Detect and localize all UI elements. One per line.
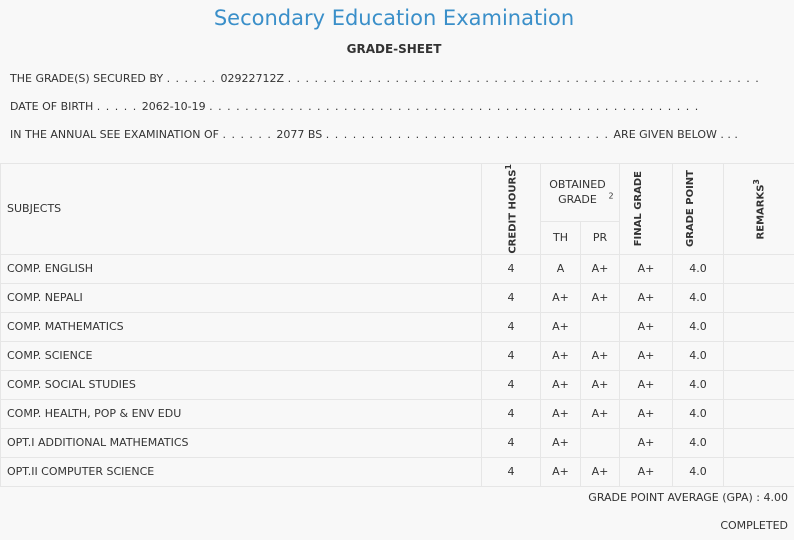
pr-grade-cell: [580, 427, 620, 458]
dob-label: DATE OF BIRTH: [10, 100, 94, 113]
header-subjects-label: SUBJECTS: [7, 202, 62, 216]
obtained-grade-label: OBTAINED GRADE: [549, 178, 606, 207]
final-grade-cell: A+: [619, 282, 673, 313]
grades-secured-label: THE GRADE(S) SECURED BY: [10, 72, 164, 85]
pr-grade-cell: A+: [580, 340, 620, 371]
header-subjects: SUBJECTS: [0, 163, 482, 255]
grade-point-cell: 4.0: [672, 369, 724, 400]
th-grade-cell: A+: [540, 282, 581, 313]
subject-cell: COMP. NEPALI: [0, 282, 482, 313]
remarks-cell: [723, 369, 794, 400]
remarks-cell: [723, 253, 794, 284]
remarks-cell: [723, 282, 794, 313]
final-grade-cell: A+: [619, 369, 673, 400]
table-row: OPT.I ADDITIONAL MATHEMATICS 4 A+ A+ 4.0: [0, 427, 794, 458]
credit-hours-sup: 1: [503, 164, 513, 170]
gpa-value: 4.00: [763, 491, 789, 504]
gpa-line: GRADE POINT AVERAGE (GPA) : 4.00: [588, 491, 788, 504]
grade-point-cell: 4.0: [672, 456, 724, 487]
given-below-text: ARE GIVEN BELOW . . .: [613, 128, 738, 141]
credit-hours-label: CREDIT HOURS: [507, 169, 519, 254]
header-th: TH: [540, 220, 581, 255]
pr-grade-cell: A+: [580, 253, 620, 284]
pr-grade-cell: A+: [580, 282, 620, 313]
th-grade-cell: A+: [540, 311, 581, 342]
pr-grade-cell: A+: [580, 369, 620, 400]
final-grade-cell: A+: [619, 456, 673, 487]
header-credit-hours: CREDIT HOURS1: [481, 163, 541, 255]
credit-cell: 4: [481, 456, 541, 487]
header-remarks: REMARKS3: [723, 163, 794, 255]
header-obtained-grade: OBTAINED GRADE 2: [540, 163, 620, 222]
remarks-cell: [723, 340, 794, 371]
header-pr: PR: [580, 220, 620, 255]
obtained-grade-sup: 2: [608, 191, 614, 201]
subject-cell: OPT.I ADDITIONAL MATHEMATICS: [0, 427, 482, 458]
remarks-cell: [723, 311, 794, 342]
header-grade-point: GRADE POINT: [672, 163, 724, 255]
th-grade-cell: A+: [540, 398, 581, 429]
grade-point-cell: 4.0: [672, 340, 724, 371]
grade-point-cell: 4.0: [672, 427, 724, 458]
pr-grade-cell: [580, 311, 620, 342]
remarks-cell: [723, 427, 794, 458]
credit-cell: 4: [481, 340, 541, 371]
subject-cell: COMP. SCIENCE: [0, 340, 482, 371]
symbol-number: 02922712Z: [220, 72, 285, 85]
credit-cell: 4: [481, 282, 541, 313]
grade-point-label: GRADE POINT: [685, 170, 696, 248]
th-grade-cell: A+: [540, 456, 581, 487]
subject-cell: OPT.II COMPUTER SCIENCE: [0, 456, 482, 487]
th-grade-cell: A+: [540, 340, 581, 371]
table-row: COMP. SCIENCE 4 A+ A+ A+ 4.0: [0, 340, 794, 371]
subject-cell: COMP. HEALTH, POP & ENV EDU: [0, 398, 482, 429]
status-text: COMPLETED: [720, 519, 788, 532]
remarks-sup: 3: [751, 178, 761, 185]
dob-value: 2062-10-19: [141, 100, 206, 113]
header-final-grade: FINAL GRADE: [619, 163, 673, 255]
table-row: COMP. SOCIAL STUDIES 4 A+ A+ A+ 4.0: [0, 369, 794, 400]
info-symbol-line: THE GRADE(S) SECURED BY . . . . . . 0292…: [10, 72, 760, 85]
exam-label: IN THE ANNUAL SEE EXAMINATION OF: [10, 128, 219, 141]
grade-point-cell: 4.0: [672, 398, 724, 429]
final-grade-label: FINAL GRADE: [633, 171, 644, 247]
remarks-cell: [723, 398, 794, 429]
credit-cell: 4: [481, 253, 541, 284]
subject-cell: COMP. MATHEMATICS: [0, 311, 482, 342]
pr-grade-cell: A+: [580, 456, 620, 487]
pr-grade-cell: A+: [580, 398, 620, 429]
table-row: COMP. NEPALI 4 A+ A+ A+ 4.0: [0, 282, 794, 313]
remarks-label: REMARKS: [755, 184, 767, 240]
grade-table: SUBJECTS CREDIT HOURS1 OBTAINED GRADE 2 F…: [0, 163, 794, 487]
final-grade-cell: A+: [619, 340, 673, 371]
table-row: COMP. ENGLISH 4 A A+ A+ 4.0: [0, 253, 794, 284]
remarks-cell: [723, 456, 794, 487]
info-exam-line: IN THE ANNUAL SEE EXAMINATION OF . . . .…: [10, 128, 738, 141]
table-row: OPT.II COMPUTER SCIENCE 4 A+ A+ A+ 4.0: [0, 456, 794, 487]
grade-sheet-subtitle: GRADE-SHEET: [346, 42, 442, 56]
final-grade-cell: A+: [619, 427, 673, 458]
th-grade-cell: A: [540, 253, 581, 284]
info-dob-line: DATE OF BIRTH . . . . . 2062-10-19 . . .…: [10, 100, 700, 113]
final-grade-cell: A+: [619, 311, 673, 342]
th-grade-cell: A+: [540, 427, 581, 458]
credit-cell: 4: [481, 427, 541, 458]
th-grade-cell: A+: [540, 369, 581, 400]
final-grade-cell: A+: [619, 253, 673, 284]
grade-point-cell: 4.0: [672, 282, 724, 313]
table-row: COMP. MATHEMATICS 4 A+ A+ 4.0: [0, 311, 794, 342]
subject-cell: COMP. SOCIAL STUDIES: [0, 369, 482, 400]
credit-cell: 4: [481, 311, 541, 342]
grade-point-cell: 4.0: [672, 253, 724, 284]
subject-cell: COMP. ENGLISH: [0, 253, 482, 284]
credit-cell: 4: [481, 398, 541, 429]
grade-point-cell: 4.0: [672, 311, 724, 342]
exam-year: 2077 BS: [276, 128, 323, 141]
page-title: Secondary Education Examination: [213, 6, 575, 30]
table-row: COMP. HEALTH, POP & ENV EDU 4 A+ A+ A+ 4…: [0, 398, 794, 429]
final-grade-cell: A+: [619, 398, 673, 429]
gpa-label: GRADE POINT AVERAGE (GPA) :: [588, 491, 760, 504]
credit-cell: 4: [481, 369, 541, 400]
